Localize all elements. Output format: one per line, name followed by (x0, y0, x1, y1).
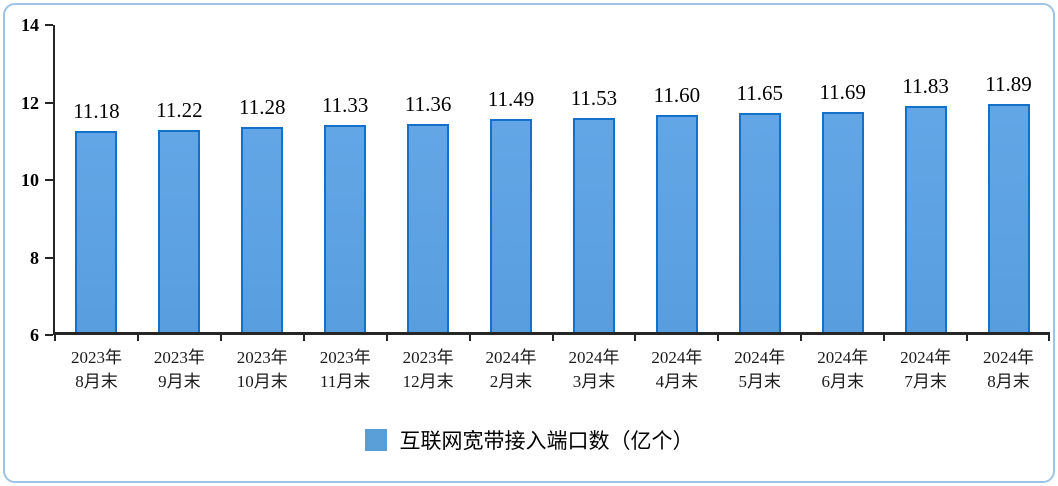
x-category-label: 2023年 9月末 (153, 348, 205, 391)
x-category-label: 2023年 11月末 (319, 348, 371, 391)
bar-group: 11.69 2024年 6月末 (801, 25, 884, 391)
bar (75, 131, 118, 332)
bar-group: 11.28 2023年 10月末 (221, 25, 304, 391)
bar-value-label: 11.60 (653, 83, 701, 107)
bar-group: 11.33 2023年 11月末 (304, 25, 387, 391)
y-axis-tick-label: 8 (30, 247, 39, 268)
bar-group: 11.18 2023年 8月末 (55, 25, 138, 391)
x-axis-tick-mark (468, 332, 471, 341)
y-axis-tick-label: 12 (21, 92, 39, 113)
bar-value-label: 11.53 (570, 85, 618, 110)
bar (821, 111, 864, 332)
bar-value-label: 11.28 (239, 95, 286, 120)
y-axis-tick-mark (45, 101, 53, 104)
y-axis-tick-label: 14 (21, 15, 39, 35)
x-axis-tick-mark (551, 332, 554, 341)
bar-group: 11.22 2023年 9月末 (138, 25, 221, 391)
x-axis-tick-mark (302, 332, 305, 341)
bar-group: 11.49 2024年 2月末 (470, 25, 553, 391)
bar-value-label: 11.89 (985, 71, 1032, 96)
legend-label: 互联网宽带接入端口数（亿个） (399, 429, 694, 453)
bar (490, 119, 533, 332)
bar-group: 11.65 2024年 5月末 (718, 25, 801, 391)
bar (987, 103, 1030, 332)
y-axis-tick-mark (45, 179, 53, 181)
bar-group: 11.36 2023年 12月末 (387, 25, 470, 391)
bar-group: 11.83 2024年 7月末 (884, 25, 967, 391)
x-axis-tick-mark (717, 332, 720, 341)
bar-value-label: 11.65 (736, 81, 784, 106)
bar-value-label: 11.22 (156, 97, 203, 122)
bar-value-label: 11.69 (819, 79, 866, 104)
bar-group: 11.60 2024年 4月末 (635, 25, 718, 391)
x-category-label: 2024年 6月末 (817, 348, 869, 391)
y-axis-tick-mark (45, 334, 53, 336)
x-axis-tick-mark (136, 332, 139, 341)
y-axis-tick-label: 10 (21, 170, 39, 190)
x-axis-tick-mark (966, 332, 969, 341)
bar-value-label: 11.36 (404, 92, 452, 117)
bar (738, 113, 781, 332)
bar (655, 115, 698, 332)
bar-group: 11.89 2024年 8月末 (967, 25, 1050, 391)
legend: 互联网宽带接入端口数（亿个） (5, 425, 1053, 455)
x-axis-tick-mark (1048, 332, 1050, 341)
x-axis-tick-mark (54, 332, 56, 341)
x-axis-tick-mark (385, 332, 388, 341)
x-axis-tick-mark (800, 332, 803, 341)
x-category-label: 2023年 8月末 (70, 348, 122, 391)
x-category-label: 2023年 12月末 (402, 348, 454, 391)
x-category-label: 2024年 3月末 (568, 348, 620, 391)
bar-value-label: 11.49 (487, 87, 535, 112)
bar (572, 117, 615, 332)
bar (241, 127, 284, 332)
x-category-label: 2024年 8月末 (983, 348, 1035, 391)
y-axis-tick-label: 6 (30, 325, 39, 345)
plot-area: 6 8 10 12 14 11.18 2023年 8月末 11.22 2023年 9月末 11.2… (21, 16, 1050, 391)
bar (407, 124, 450, 332)
chart-frame: 6 8 10 12 14 11.18 2023年 8月末 11.22 2023年 9月末 11.2… (3, 3, 1055, 483)
x-category-label: 2024年 7月末 (900, 348, 952, 391)
x-category-label: 2024年 2月末 (485, 348, 537, 391)
bar (324, 125, 367, 332)
bar-value-label: 11.18 (73, 99, 120, 124)
x-category-label: 2024年 4月末 (651, 348, 703, 391)
y-axis-tick-mark (45, 256, 53, 259)
bar-value-label: 11.83 (902, 74, 949, 99)
y-axis-tick-mark (45, 24, 53, 26)
x-axis-tick-mark (634, 332, 637, 341)
x-axis-tick-mark (219, 332, 222, 341)
x-category-label: 2024年 5月末 (734, 348, 786, 391)
bar-value-label: 11.33 (321, 93, 369, 118)
x-axis-tick-mark (883, 332, 886, 341)
bar (158, 129, 201, 332)
x-category-label: 2023年 10月末 (236, 348, 288, 391)
bar-group: 11.53 2024年 3月末 (553, 25, 636, 391)
legend-swatch (364, 429, 387, 451)
bar (904, 106, 947, 332)
